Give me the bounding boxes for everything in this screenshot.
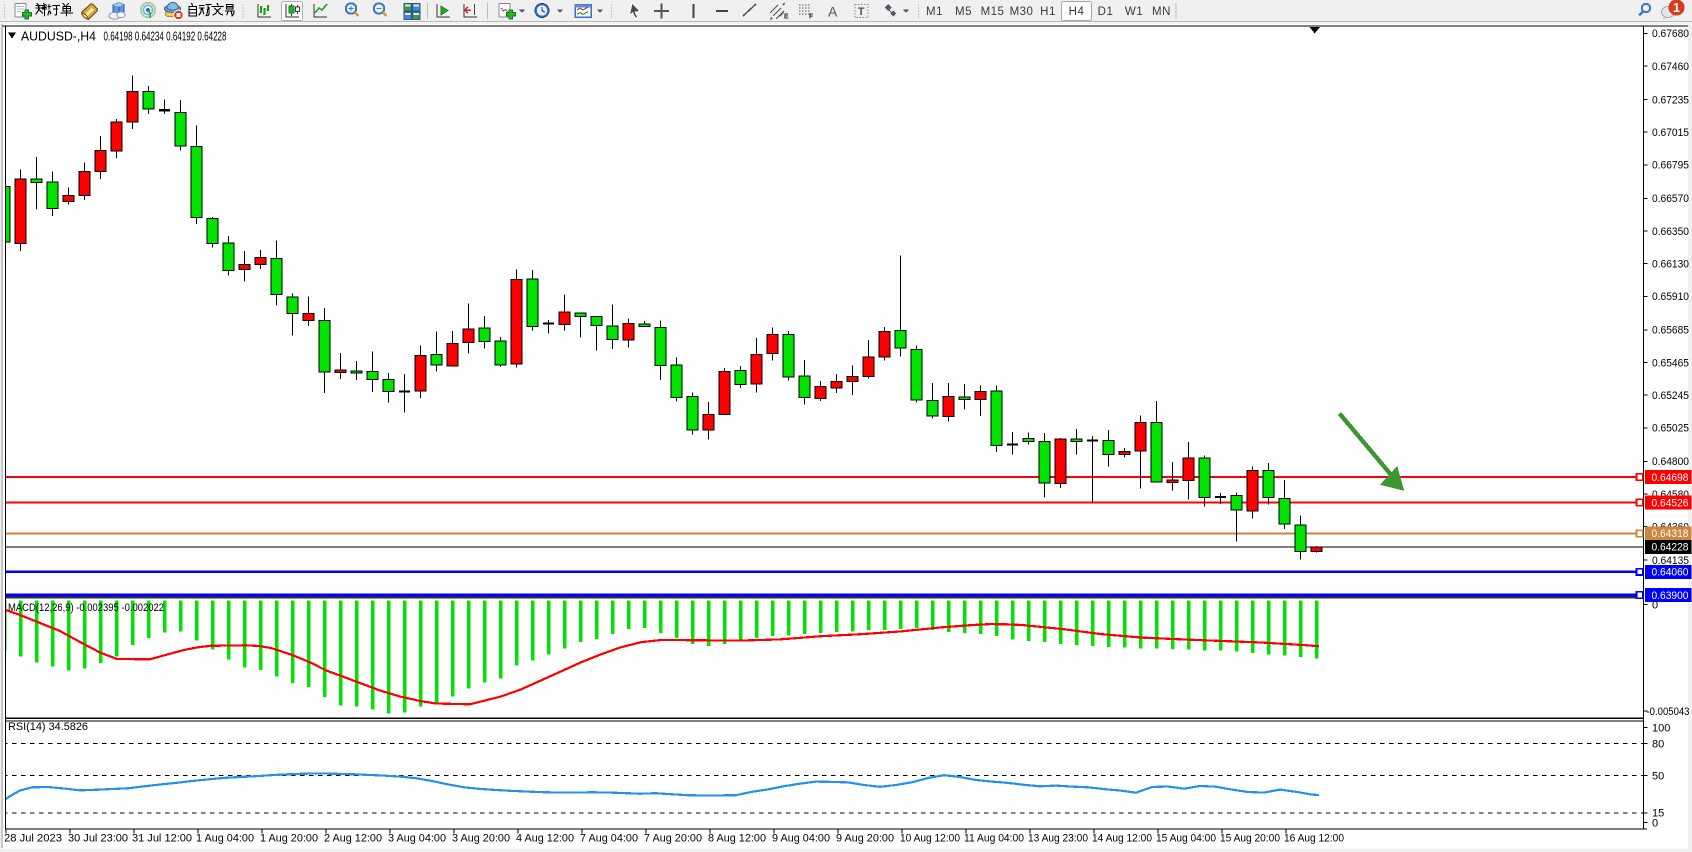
svg-text:0: 0	[1652, 817, 1658, 829]
svg-text:15 Aug 20:00: 15 Aug 20:00	[1220, 833, 1280, 845]
svg-text:H1: H1	[1040, 6, 1056, 18]
svg-text:0.63900: 0.63900	[1652, 590, 1689, 602]
svg-text:11 Aug 04:00: 11 Aug 04:00	[964, 833, 1024, 845]
svg-text:RSI(14) 34.5826: RSI(14) 34.5826	[8, 721, 88, 733]
svg-text:0.67680: 0.67680	[1652, 28, 1689, 40]
svg-text:0.65465: 0.65465	[1652, 357, 1689, 369]
svg-text:E: E	[784, 14, 789, 21]
svg-text:F: F	[809, 14, 814, 21]
svg-text:MN: MN	[1152, 6, 1171, 18]
svg-text:AUDUSD-,H4: AUDUSD-,H4	[21, 30, 96, 44]
svg-text:-0.005043: -0.005043	[1647, 706, 1690, 718]
svg-text:7 Aug 20:00: 7 Aug 20:00	[644, 833, 702, 845]
svg-text:0.64060: 0.64060	[1652, 567, 1689, 579]
svg-text:13 Aug 23:00: 13 Aug 23:00	[1028, 833, 1088, 845]
svg-text:14 Aug 12:00: 14 Aug 12:00	[1092, 833, 1152, 845]
svg-text:1 Aug 20:00: 1 Aug 20:00	[260, 833, 318, 845]
svg-text:28 Jul 2023: 28 Jul 2023	[4, 833, 62, 845]
svg-text:2 Aug 12:00: 2 Aug 12:00	[324, 833, 382, 845]
svg-text:80: 80	[1652, 738, 1664, 750]
svg-text:0.65910: 0.65910	[1652, 291, 1689, 303]
svg-text:50: 50	[1652, 770, 1664, 782]
svg-text:15: 15	[1652, 808, 1664, 820]
svg-text:3 Aug 04:00: 3 Aug 04:00	[388, 833, 446, 845]
svg-text:100: 100	[1652, 722, 1670, 734]
svg-text:0: 0	[1652, 599, 1658, 611]
svg-text:0.65685: 0.65685	[1652, 325, 1689, 337]
svg-text:M1: M1	[926, 6, 943, 18]
svg-text:M15: M15	[981, 6, 1005, 18]
svg-text:0.64526: 0.64526	[1652, 497, 1689, 509]
svg-text:0.65025: 0.65025	[1652, 423, 1689, 435]
svg-text:3 Aug 20:00: 3 Aug 20:00	[452, 833, 510, 845]
svg-text:30 Jul 23:00: 30 Jul 23:00	[68, 833, 128, 845]
svg-text:10 Aug 12:00: 10 Aug 12:00	[900, 833, 960, 845]
svg-text:0.65245: 0.65245	[1652, 390, 1689, 402]
svg-text:0.66570: 0.66570	[1652, 193, 1689, 205]
svg-text:0.67235: 0.67235	[1652, 94, 1689, 106]
svg-text:W1: W1	[1125, 6, 1143, 18]
svg-text:15 Aug 04:00: 15 Aug 04:00	[1156, 833, 1216, 845]
svg-text:0.64135: 0.64135	[1652, 555, 1689, 567]
svg-text:0.64800: 0.64800	[1652, 456, 1689, 468]
svg-text:8 Aug 12:00: 8 Aug 12:00	[708, 833, 766, 845]
svg-text:M5: M5	[955, 6, 972, 18]
svg-text:0.66130: 0.66130	[1652, 259, 1689, 271]
svg-text:9 Aug 04:00: 9 Aug 04:00	[772, 833, 830, 845]
svg-text:0.64228: 0.64228	[1652, 542, 1689, 554]
svg-text:T: T	[858, 6, 865, 18]
svg-text:MACD(12,26,9) -0.002395 -0.002: MACD(12,26,9) -0.002395 -0.002022	[8, 602, 164, 614]
svg-text:0.66795: 0.66795	[1652, 160, 1689, 172]
svg-text:0.66350: 0.66350	[1652, 226, 1689, 238]
svg-text:0.67460: 0.67460	[1652, 61, 1689, 73]
svg-text:H4: H4	[1069, 6, 1085, 18]
svg-text:A: A	[828, 4, 838, 20]
svg-text:1: 1	[1673, 1, 1680, 15]
svg-text:D1: D1	[1098, 6, 1114, 18]
svg-text:7 Aug 04:00: 7 Aug 04:00	[580, 833, 638, 845]
svg-text:1 Aug 04:00: 1 Aug 04:00	[196, 833, 254, 845]
svg-text:M30: M30	[1010, 6, 1034, 18]
svg-text:0.67015: 0.67015	[1652, 127, 1689, 139]
svg-text:0.64198 0.64234 0.64192 0.6422: 0.64198 0.64234 0.64192 0.64228	[104, 30, 227, 44]
svg-text:0.64698: 0.64698	[1652, 472, 1689, 484]
svg-text:4 Aug 12:00: 4 Aug 12:00	[516, 833, 574, 845]
svg-text:9 Aug 20:00: 9 Aug 20:00	[836, 833, 894, 845]
svg-text:16 Aug 12:00: 16 Aug 12:00	[1284, 833, 1344, 845]
svg-text:31 Jul 12:00: 31 Jul 12:00	[132, 833, 192, 845]
svg-text:0.64318: 0.64318	[1652, 528, 1689, 540]
